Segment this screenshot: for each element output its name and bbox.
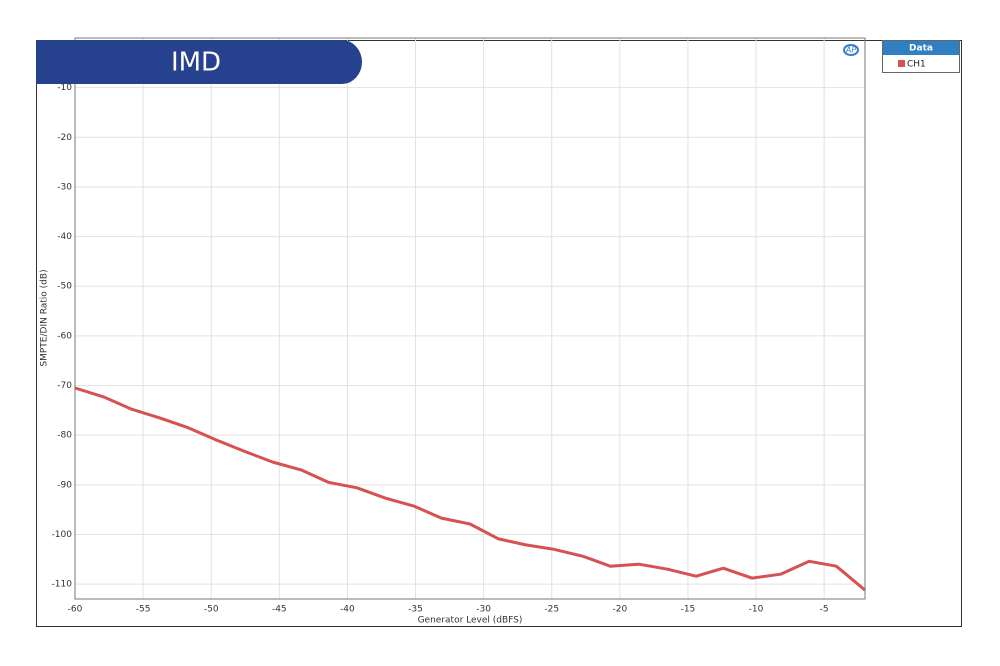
frame: [36, 40, 962, 627]
legend-header-text: Data: [909, 44, 933, 54]
x-tick-label: -40: [340, 605, 355, 615]
data-line: [74, 386, 866, 592]
x-tick-label: -45: [272, 605, 287, 615]
legend-label: CH1: [907, 60, 926, 70]
y-tick-label: -90: [57, 480, 72, 490]
x-tick-label: -20: [612, 605, 627, 615]
plot-border: [74, 37, 866, 600]
y-tick-label: -110: [52, 580, 73, 590]
y-tick-label: -60: [57, 331, 72, 341]
legend-swatch: [898, 60, 905, 67]
y-tick-label: -70: [57, 381, 72, 391]
legend-header: [883, 41, 959, 55]
x-tick-label: -25: [544, 605, 559, 615]
banner-title: IMD: [171, 48, 221, 78]
x-axis-label: Generator Level (dBFS): [418, 616, 523, 626]
banner: [36, 40, 362, 84]
x-tick-label: -55: [136, 605, 151, 615]
ap-logo: AP: [843, 44, 859, 56]
y-tick-label: -20: [57, 133, 72, 143]
y-tick-label: -10: [57, 83, 72, 93]
plot-area: -10 -20 -30 -40 -50 -60 -70 -80 -90 -100 -110 -60 -5…: [52, 38, 866, 615]
y-tick-label: -100: [52, 530, 73, 540]
x-tick-label: -30: [476, 605, 491, 615]
x-tick-label: -15: [681, 605, 696, 615]
svg-text:AP: AP: [845, 46, 856, 55]
x-tick-label: -10: [749, 605, 764, 615]
y-tick-label: -40: [57, 232, 72, 242]
y-tick-label: -30: [57, 182, 72, 192]
y-tick-label: -80: [57, 431, 72, 441]
x-tick-label: -35: [408, 605, 423, 615]
x-tick-label: -5: [820, 605, 829, 615]
y-axis-label: SMPTE/DIN Ratio (dB): [40, 269, 50, 366]
x-tick-label: -60: [68, 605, 83, 615]
x-tick-label: -50: [204, 605, 219, 615]
y-tick-label: -50: [57, 282, 72, 292]
